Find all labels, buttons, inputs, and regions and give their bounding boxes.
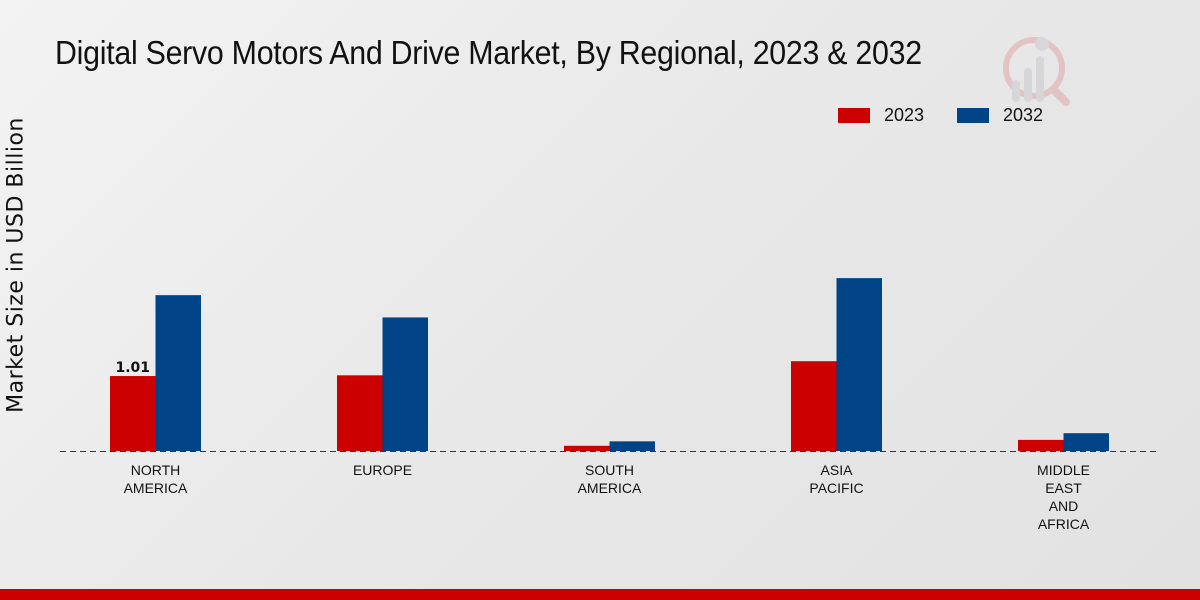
legend-label: 2023	[884, 105, 925, 125]
footer-bar	[0, 589, 1200, 600]
chart-title: Digital Servo Motors And Drive Market, B…	[55, 34, 922, 71]
legend-swatch-2032	[957, 108, 989, 123]
legend-item-2023: 2023	[838, 105, 924, 126]
bar-2032-2	[609, 441, 655, 451]
data-label: 1.01	[115, 360, 150, 376]
bar-2023-4	[1018, 439, 1064, 451]
x-tick-label: EUROPE	[353, 462, 412, 478]
bar-2023-3	[791, 361, 837, 451]
bar-2032-3	[836, 278, 882, 451]
bar-2032-0	[155, 295, 201, 451]
legend-swatch-2023	[838, 108, 870, 123]
bar-2023-1	[337, 375, 383, 451]
bar-2023-2	[564, 445, 610, 451]
x-tick-label: MIDDLE EAST AND AFRICA	[1037, 462, 1090, 532]
bar-2023-0	[110, 376, 156, 451]
x-tick-label: SOUTH AMERICA	[578, 462, 642, 496]
x-tick-label: ASIA PACIFIC	[809, 462, 863, 496]
x-tick-label: NORTH AMERICA	[124, 462, 188, 496]
legend-label: 2032	[1003, 105, 1044, 125]
legend-item-2032: 2032	[957, 105, 1043, 126]
bar-2032-1	[382, 317, 428, 451]
watermark-logo-icon	[1003, 37, 1070, 106]
bar-2032-4	[1063, 433, 1109, 451]
